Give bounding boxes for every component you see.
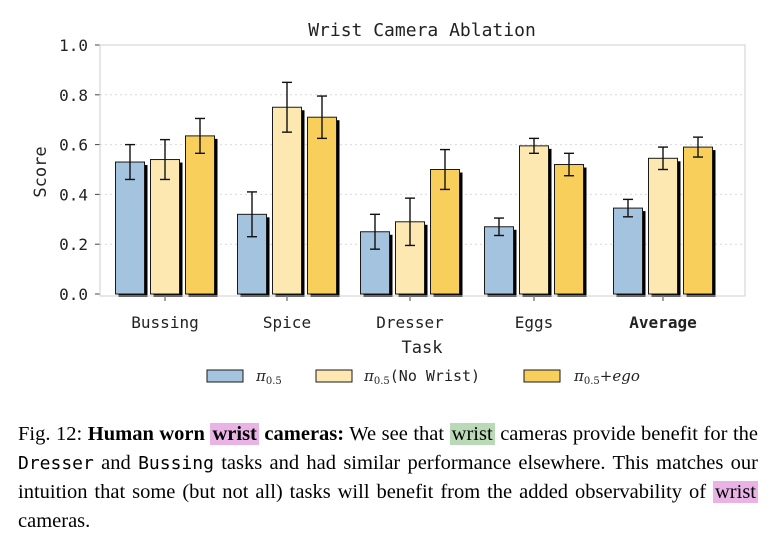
bar-chart: 0.0 0.2 0.4 0.6 0.8 1.0 Bussing Spice Dresser Eg… <box>31 20 746 387</box>
caption-bold-tail: cameras: <box>258 423 345 445</box>
caption-text-4: tasks and had similar performance elsewh… <box>18 452 758 503</box>
x-tick-label: Bussing <box>131 313 198 332</box>
legend-swatch <box>315 369 353 383</box>
caption-code-bussing: Bussing <box>138 453 214 474</box>
y-tick-label: 0.2 <box>59 235 88 254</box>
bar <box>150 159 180 295</box>
y-tick-label: 0.6 <box>59 136 88 155</box>
y-tick-label: 0.0 <box>59 285 88 304</box>
chart-title: Wrist Camera Ablation <box>308 20 536 41</box>
y-tick-label: 1.0 <box>59 36 88 55</box>
caption-bold-lead: Human worn <box>87 423 211 445</box>
y-tick-label: 0.8 <box>59 86 88 105</box>
bar <box>272 106 302 295</box>
caption-text-2: cameras provide benefit for the <box>494 423 758 445</box>
plot-frame <box>99 44 746 297</box>
legend: π0.5 π0.5(No Wrist) π0.5+ego <box>206 367 640 387</box>
legend-label: π0.5(No Wrist) <box>363 367 480 387</box>
legend-label: π0.5 <box>255 367 282 387</box>
caption-text-3: and <box>93 452 139 474</box>
caption-highlight-wrist-3: wrist <box>713 481 758 503</box>
x-tick-label: Dresser <box>376 313 444 332</box>
x-tick-label: Average <box>629 313 696 332</box>
bar <box>115 161 145 295</box>
y-axis-label: Score <box>31 146 51 197</box>
bar <box>683 146 713 295</box>
legend-swatch <box>206 369 244 383</box>
x-tick-label: Spice <box>263 313 311 332</box>
y-axis-ticks: 0.0 0.2 0.4 0.6 0.8 1.0 <box>59 36 100 304</box>
x-axis-ticks: Bussing Spice Dresser Eggs Average <box>131 296 697 332</box>
legend-swatch <box>523 369 561 383</box>
x-tick-label: Eggs <box>515 313 554 332</box>
caption-code-dresser: Dresser <box>18 453 94 474</box>
caption-text-1: We see that <box>344 423 450 445</box>
bar <box>554 164 584 295</box>
caption-prefix: Fig. 12: <box>18 423 88 445</box>
figure-caption: Fig. 12: Human worn wrist cameras: We se… <box>18 420 758 536</box>
caption-highlight-wrist-2: wrist <box>449 423 495 445</box>
bar <box>519 145 549 295</box>
bar <box>484 226 514 295</box>
bar <box>613 207 643 295</box>
x-axis-label: Task <box>402 338 443 358</box>
bar <box>648 157 678 295</box>
legend-label: π0.5+ego <box>573 367 640 387</box>
bar <box>307 116 337 295</box>
caption-text-5: cameras. <box>18 510 91 532</box>
caption-highlight-wrist-1: wrist <box>210 423 259 445</box>
bars <box>115 81 716 298</box>
y-tick-label: 0.4 <box>59 185 88 204</box>
bar <box>185 135 215 295</box>
